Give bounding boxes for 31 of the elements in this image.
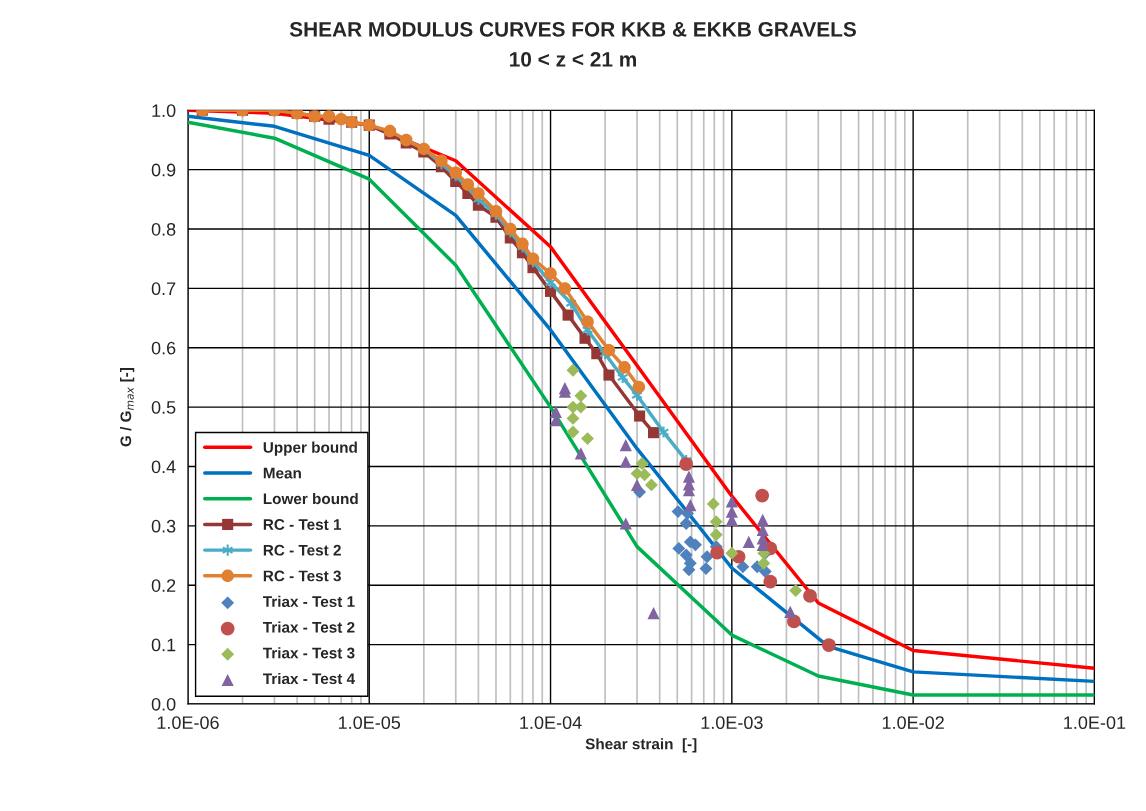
legend-label: Triax - Test 4	[262, 672, 355, 685]
y-tick-label: 0.8	[151, 222, 176, 236]
legend-label: Mean	[263, 467, 301, 479]
y-tick-label: 0.1	[151, 638, 176, 652]
legend-label: Triax - Test 3	[262, 647, 355, 659]
y-tick-label: 0.5	[151, 401, 176, 414]
x-tick-label: 1.0E-03	[701, 716, 763, 730]
legend-label: Triax - Test 1	[262, 595, 355, 608]
y-tick-label: 0.6	[151, 341, 176, 355]
chart-title: SHEAR MODULUS CURVES FOR KKB & EKKB GRAVELS	[289, 21, 856, 37]
x-tick-label: 1.0E-01	[1064, 716, 1126, 730]
legend-label: RC - Test 3	[263, 570, 341, 582]
y-axis-title: G / G$_{max}$ [-]	[120, 368, 135, 447]
x-tick-label: 1.0E-02	[882, 716, 944, 730]
legend-label: RC - Test 1	[263, 519, 342, 530]
x-tick-label: 1.0E-05	[339, 716, 401, 730]
y-tick-label: 0.4	[151, 460, 176, 474]
legend-label: Upper bound	[263, 441, 357, 456]
legend-label: Lower bound	[263, 493, 358, 505]
legend-label: Triax - Test 2	[262, 621, 355, 633]
y-tick-label: 0.9	[151, 163, 176, 177]
y-tick-label: 0.0	[151, 697, 176, 711]
x-axis-title: Shear strain [-]	[585, 738, 697, 753]
y-tick-label: 0.7	[151, 282, 176, 296]
chart-subtitle: 10 < z < 21 m	[510, 51, 636, 67]
x-tick-label: 1.0E-06	[157, 716, 219, 730]
y-tick-label: 0.3	[151, 519, 176, 533]
y-tick-label: 1.0	[152, 104, 176, 118]
y-tick-label: 0.2	[151, 579, 176, 592]
legend-label: RC - Test 2	[263, 544, 341, 556]
x-tick-label: 1.0E-04	[520, 716, 582, 730]
